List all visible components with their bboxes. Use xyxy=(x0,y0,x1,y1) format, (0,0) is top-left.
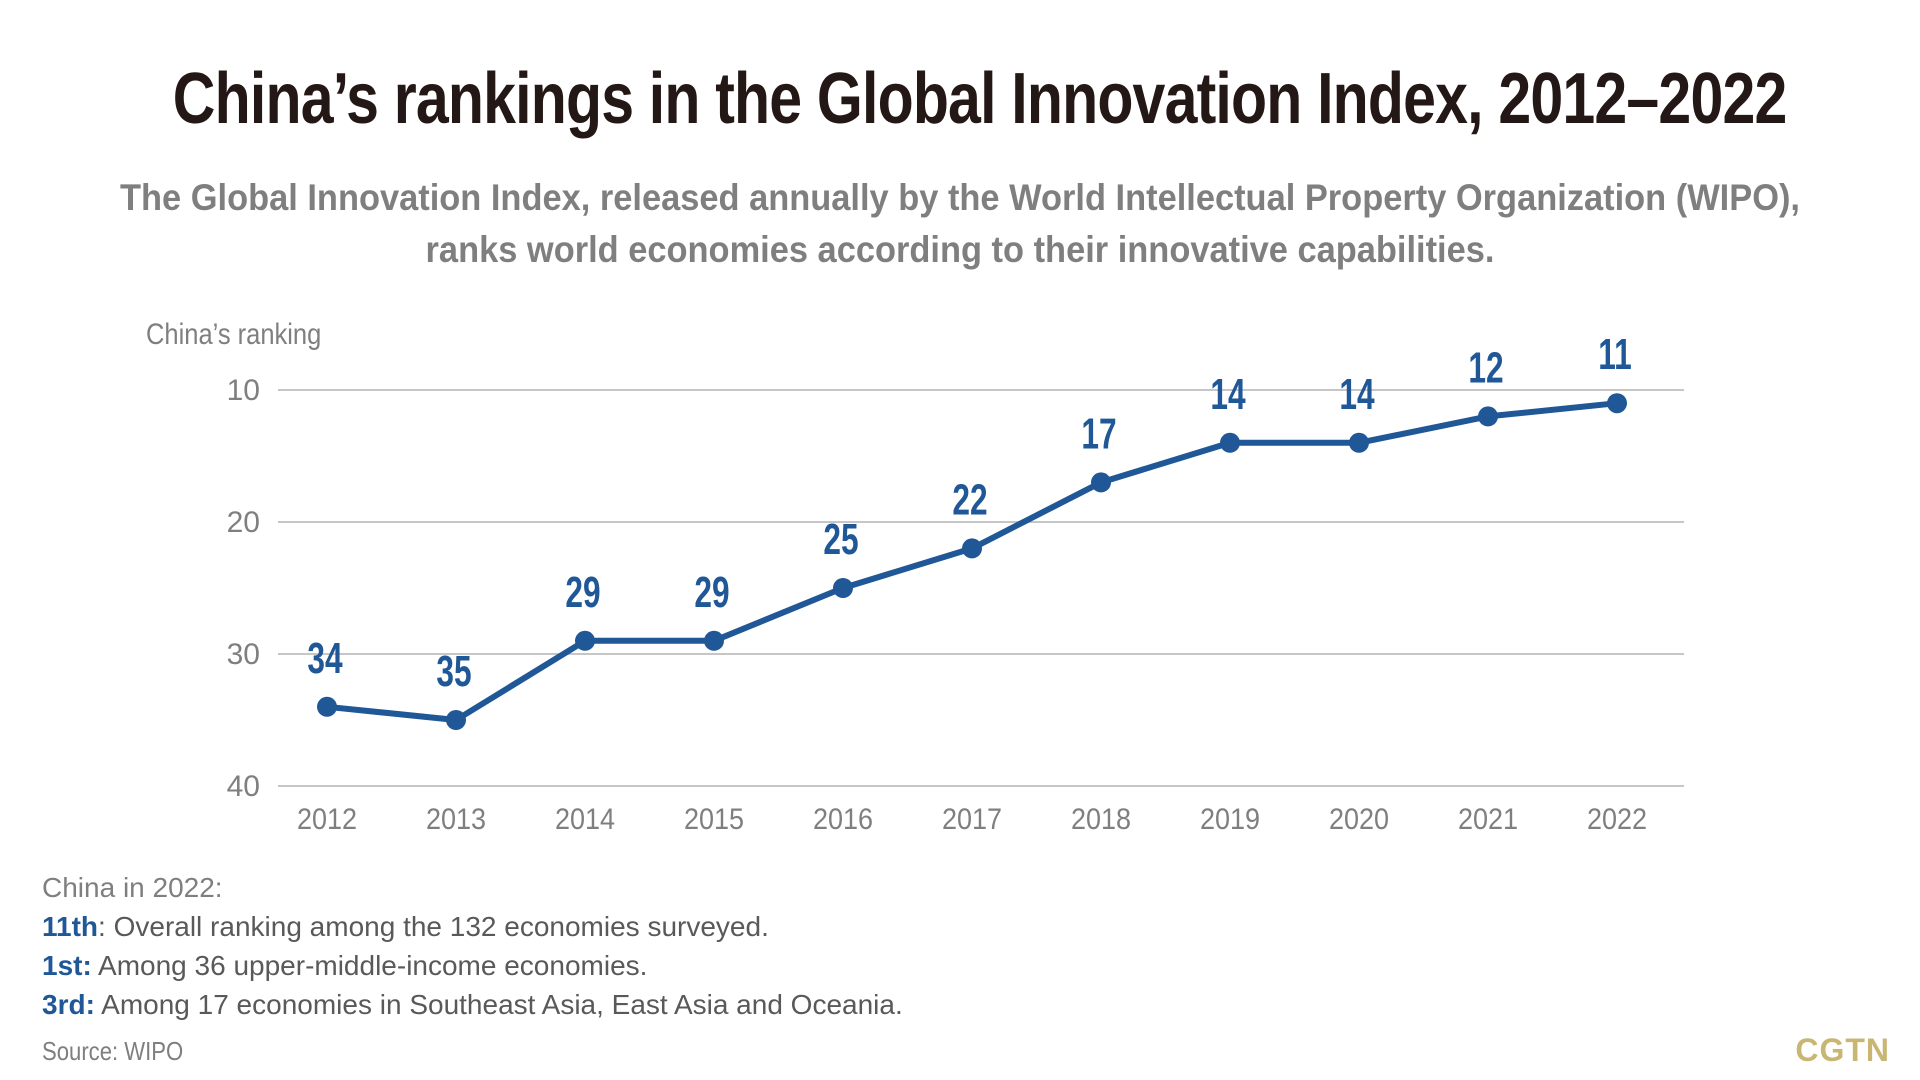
series-line-layer xyxy=(324,400,1620,723)
data-label: 12 xyxy=(1468,343,1503,392)
note-key: 11th xyxy=(42,911,99,942)
y-tick-label: 40 xyxy=(227,770,260,803)
data-labels: 34 35 29 29 25 22 17 14 14 12 11 xyxy=(307,330,1631,696)
y-tick-labels: 10 20 30 40 xyxy=(227,374,260,803)
x-tick-label: 2018 xyxy=(1071,803,1131,837)
y-tick-label: 20 xyxy=(227,506,260,539)
y-tick-label: 30 xyxy=(227,638,260,671)
note-key: 3rd: xyxy=(42,989,95,1020)
chart-subtitle: The Global Innovation Index, released an… xyxy=(67,172,1853,276)
data-label: 29 xyxy=(694,568,729,617)
data-label: 25 xyxy=(823,515,858,564)
data-label: 35 xyxy=(436,647,471,696)
note-item: 1st: Among 36 upper-middle-income econom… xyxy=(42,946,903,985)
data-points xyxy=(317,393,1627,730)
data-label: 14 xyxy=(1210,370,1246,419)
x-tick-label: 2014 xyxy=(555,803,615,837)
data-point xyxy=(1607,393,1627,414)
x-tick-label: 2022 xyxy=(1587,803,1647,837)
data-label: 11 xyxy=(1598,330,1631,379)
x-tick-label: 2015 xyxy=(684,803,744,837)
data-label: 29 xyxy=(565,568,600,617)
data-point xyxy=(317,696,337,717)
grid-layer xyxy=(278,389,1684,787)
y-tick-label: 10 xyxy=(227,374,260,407)
x-tick-label: 2021 xyxy=(1458,803,1518,837)
data-point xyxy=(1220,432,1240,453)
chart-title: China’s rankings in the Global Innovatio… xyxy=(172,59,1788,139)
data-point xyxy=(1091,472,1111,493)
note-key: 1st: xyxy=(42,950,92,981)
data-point xyxy=(962,538,982,559)
data-point xyxy=(1349,432,1369,453)
x-tick-label: 2020 xyxy=(1329,803,1389,837)
data-point xyxy=(446,710,466,730)
data-point xyxy=(1478,406,1498,427)
note-item: 11th: Overall ranking among the 132 econ… xyxy=(42,907,903,946)
data-label: 17 xyxy=(1081,409,1116,458)
notes-panel: China in 2022: 11th: Overall ranking amo… xyxy=(42,868,903,1024)
y-axis-title: China’s ranking xyxy=(146,318,322,351)
note-text: : Overall ranking among the 132 economie… xyxy=(98,911,769,942)
note-item: 3rd: Among 17 economies in Southeast Asi… xyxy=(42,985,903,1024)
x-tick-label: 2017 xyxy=(942,803,1002,837)
subtitle-line-2: ranks world economies according to their… xyxy=(425,229,1495,270)
x-tick-labels: 2012 2013 2014 2015 2016 2017 2018 2019 2020 2021… xyxy=(297,803,1647,837)
series-line xyxy=(324,400,1620,723)
source-note: Source: WIPO xyxy=(42,1036,184,1066)
x-tick-label: 2012 xyxy=(297,803,357,837)
data-point xyxy=(575,630,595,651)
notes-heading: China in 2022: xyxy=(42,872,223,903)
x-tick-label: 2019 xyxy=(1200,803,1260,837)
note-text: Among 36 upper-middle-income economies. xyxy=(91,950,648,981)
data-label: 34 xyxy=(307,634,343,683)
note-text: Among 17 economies in Southeast Asia, Ea… xyxy=(94,989,903,1020)
x-tick-label: 2013 xyxy=(426,803,486,837)
subtitle-line-1: The Global Innovation Index, released an… xyxy=(120,177,1800,218)
data-label: 22 xyxy=(952,475,987,524)
data-point xyxy=(833,578,853,598)
data-point xyxy=(704,630,724,651)
cgtn-logo: CGTN xyxy=(1795,1032,1890,1068)
x-tick-label: 2016 xyxy=(813,803,873,837)
data-label: 14 xyxy=(1339,370,1375,419)
